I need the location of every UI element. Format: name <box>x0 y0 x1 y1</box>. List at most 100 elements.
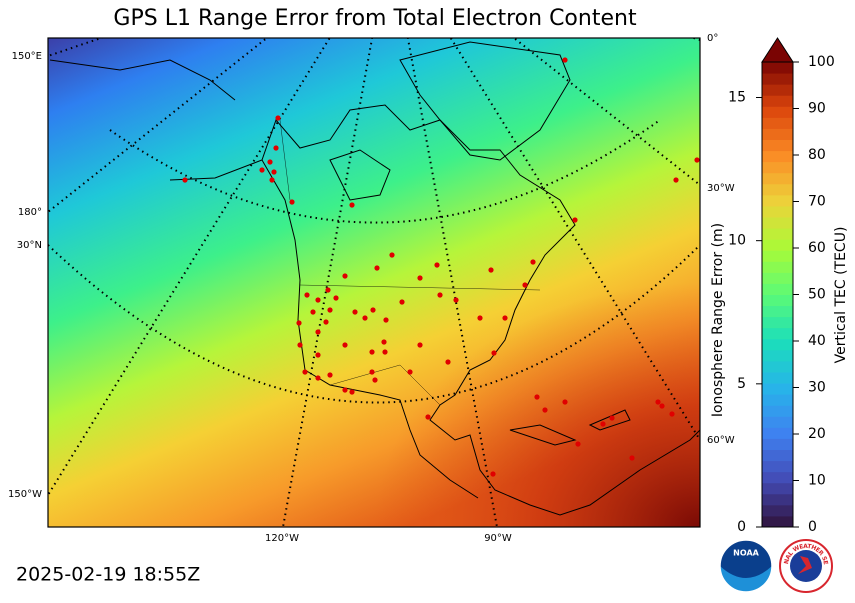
colorbar-band <box>762 73 793 85</box>
station <box>488 267 494 273</box>
tick-label: 10 <box>728 233 746 249</box>
tick-label: 0 <box>808 519 817 535</box>
colorbar-band <box>762 62 793 74</box>
station <box>477 315 483 321</box>
station <box>327 372 333 378</box>
stations <box>182 57 700 477</box>
tick-label: 70 <box>808 194 826 210</box>
station <box>572 217 578 223</box>
graticule-label: 150°W <box>8 489 42 500</box>
colorbar-band <box>762 106 793 118</box>
station <box>182 177 188 183</box>
station <box>407 369 413 375</box>
station <box>491 350 497 356</box>
colorbar-band <box>762 405 793 417</box>
station <box>600 421 606 427</box>
station <box>275 115 281 121</box>
colorbar: 0 5 10 15 0 10 20 30 40 50 60 70 80 90 100 <box>728 37 835 535</box>
station <box>655 399 661 405</box>
station <box>259 167 265 173</box>
colorbar-band <box>762 139 793 152</box>
colorbar-band <box>762 360 793 373</box>
station <box>369 369 375 375</box>
graticule-label: 30°W <box>707 183 735 194</box>
station <box>445 359 451 365</box>
tick-label: 10 <box>808 473 826 489</box>
station <box>342 273 348 279</box>
station <box>315 329 321 335</box>
colorbar-band <box>762 261 793 273</box>
station <box>267 159 273 165</box>
colorbar-band <box>762 471 793 484</box>
station <box>669 411 675 417</box>
colorbar-band <box>762 161 793 174</box>
colorbar-band <box>762 95 793 107</box>
graticule-label: 60°W <box>707 435 735 446</box>
graticule-label: 150°E <box>12 51 42 62</box>
station <box>362 315 368 321</box>
graticule-labels: 150°E 180° 30°N 150°W 0° 30°W 60°W 120°W… <box>8 33 735 544</box>
station <box>490 471 496 477</box>
colorbar-band <box>762 427 793 439</box>
station <box>369 349 375 355</box>
station <box>310 309 316 315</box>
map <box>48 38 700 527</box>
colorbar-band <box>762 250 793 262</box>
station <box>302 369 308 375</box>
station <box>315 297 321 303</box>
tick-label: 20 <box>808 426 826 442</box>
station <box>417 342 423 348</box>
station <box>659 403 665 409</box>
noaa-text: NOAA <box>733 549 759 558</box>
colorbar-band <box>762 394 793 406</box>
station <box>694 157 700 163</box>
colorbar-band <box>762 327 793 340</box>
colorbar-band <box>762 84 793 96</box>
borders <box>279 119 541 406</box>
colorbar-band <box>762 438 793 450</box>
station <box>352 309 358 315</box>
tick-label: 15 <box>728 90 746 106</box>
station <box>609 415 615 421</box>
tick-label: 5 <box>737 376 746 392</box>
station <box>389 252 395 258</box>
station <box>333 295 339 301</box>
colorbar-band <box>762 150 793 163</box>
station <box>382 349 388 355</box>
station <box>296 320 302 326</box>
tick-label: 60 <box>808 240 826 256</box>
colorbar-band <box>762 515 793 528</box>
station <box>372 377 378 383</box>
colorbar-band <box>762 228 793 240</box>
colorbar-band <box>762 272 793 284</box>
station <box>534 394 540 400</box>
station <box>673 177 679 183</box>
station <box>315 375 321 381</box>
station <box>297 342 303 348</box>
colorbar-band <box>762 449 793 462</box>
station <box>562 57 568 63</box>
colorbar-band <box>762 372 793 384</box>
station <box>629 455 635 461</box>
right-axis-label: Vertical TEC (TECU) <box>833 227 849 364</box>
coastlines <box>49 41 700 516</box>
left-axis-label: Ionosphere Range Error (m) <box>710 223 726 417</box>
station <box>383 317 389 323</box>
tick-label: 100 <box>808 54 835 70</box>
graticule-label: 180° <box>18 207 42 218</box>
station <box>269 177 275 183</box>
station <box>530 259 536 265</box>
graticule-label: 0° <box>707 33 718 44</box>
station <box>271 169 277 175</box>
station <box>562 399 568 405</box>
colorbar-band <box>762 239 793 251</box>
colorbar-band <box>762 493 793 506</box>
station <box>349 202 355 208</box>
colorbar-band <box>762 416 793 428</box>
timestamp: 2025-02-19 18:55Z <box>16 564 200 586</box>
graticule-label: 90°W <box>484 533 512 544</box>
station <box>374 265 380 271</box>
graticule <box>48 38 700 527</box>
station <box>425 414 431 420</box>
